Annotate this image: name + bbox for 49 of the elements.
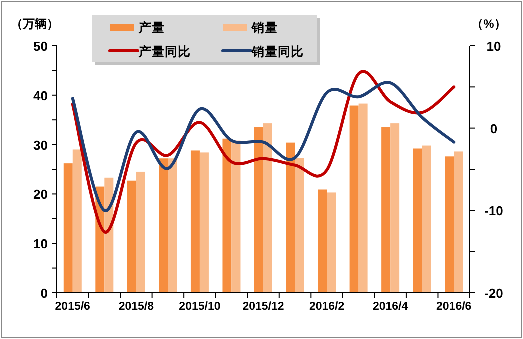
bar bbox=[64, 164, 73, 293]
bar bbox=[286, 142, 296, 293]
bar bbox=[200, 152, 209, 293]
x-tick-label: 2015/10 bbox=[179, 301, 221, 313]
bar bbox=[350, 106, 359, 293]
bar bbox=[422, 146, 432, 293]
y2-tick-label: -10 bbox=[484, 204, 504, 219]
bar bbox=[136, 172, 146, 293]
bar bbox=[168, 158, 178, 293]
bar bbox=[159, 158, 168, 293]
y-tick-label: 50 bbox=[34, 39, 48, 54]
bar bbox=[382, 128, 391, 293]
legend-label: 销量 bbox=[251, 21, 278, 35]
bar bbox=[445, 156, 454, 293]
legend-label: 产量 bbox=[138, 20, 165, 35]
bar bbox=[295, 158, 304, 293]
y-tick-label: 30 bbox=[34, 138, 48, 153]
y-tick-label: 40 bbox=[34, 88, 48, 104]
bar bbox=[222, 138, 232, 293]
legend-label: 销量同比 bbox=[251, 45, 304, 59]
legend-label: 产量同比 bbox=[138, 44, 191, 59]
x-tick-label: 2016/2 bbox=[309, 301, 345, 313]
y-tick-label: 10 bbox=[34, 236, 48, 252]
bar bbox=[72, 150, 82, 293]
y-axis-title: （万辆） bbox=[11, 17, 59, 31]
bar bbox=[413, 148, 422, 293]
bar bbox=[264, 124, 272, 293]
bar bbox=[104, 178, 114, 293]
line-series bbox=[71, 81, 456, 212]
x-tick-label: 2015/8 bbox=[118, 301, 155, 313]
bar bbox=[190, 150, 200, 293]
bar bbox=[390, 124, 400, 293]
bar bbox=[127, 180, 136, 293]
y2-tick-label: 0 bbox=[490, 121, 498, 136]
x-tick-label: 2016/4 bbox=[372, 301, 409, 313]
y2-tick-label: -20 bbox=[484, 286, 504, 301]
y2-axis-title: （%） bbox=[472, 17, 506, 31]
x-tick-label: 2015/6 bbox=[55, 301, 90, 313]
bar bbox=[327, 192, 336, 293]
x-tick-label: 2015/12 bbox=[242, 301, 284, 313]
y2-tick-label: 10 bbox=[486, 39, 502, 54]
bar bbox=[254, 128, 264, 293]
bar bbox=[454, 152, 464, 293]
bar bbox=[318, 190, 328, 293]
y-tick-label: 20 bbox=[34, 187, 48, 202]
bar bbox=[358, 104, 368, 293]
x-tick-label: 2016/6 bbox=[436, 301, 472, 313]
bar bbox=[232, 140, 241, 293]
y-tick-label: 0 bbox=[40, 286, 48, 301]
